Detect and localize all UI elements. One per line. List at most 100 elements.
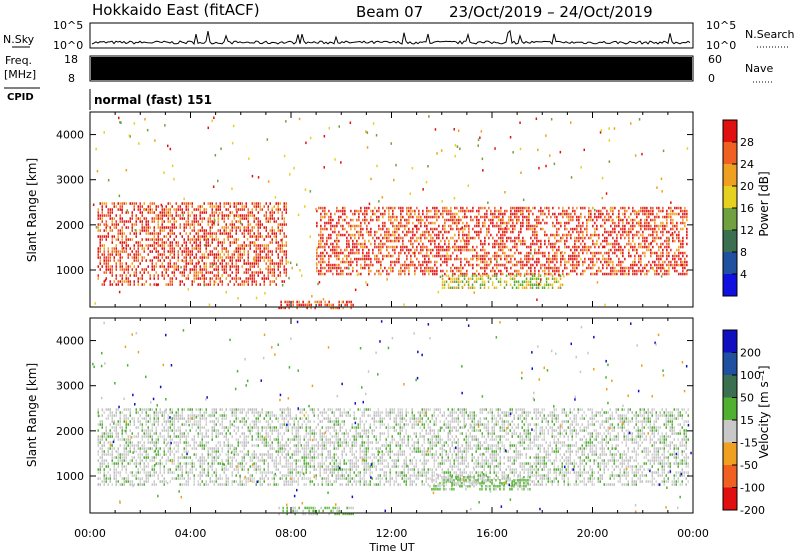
scatter-cell: [644, 227, 646, 231]
scatter-cell: [129, 483, 131, 486]
scatter-cell: [558, 274, 560, 277]
scatter-cell: [215, 277, 217, 280]
scatter-cell: [352, 233, 354, 237]
scatter-cell: [654, 260, 656, 264]
scatter-cell: [494, 269, 496, 273]
scatter-cell: [344, 254, 346, 258]
scatter-cell: [630, 230, 632, 234]
scatter-cell: [245, 214, 247, 217]
scatter-cell: [105, 277, 107, 280]
scatter-cell: [532, 272, 534, 276]
scatter-cell: [129, 480, 131, 483]
scatter-cell: [288, 276, 290, 280]
scatter-cell: [125, 268, 127, 271]
scatter-cell: [279, 229, 281, 232]
scatter-cell: [674, 239, 676, 243]
scatter-cell: [614, 239, 616, 243]
scatter-cell: [145, 480, 147, 483]
scatter-cell: [121, 274, 123, 277]
scatter-cell: [207, 238, 209, 241]
scatter-cell: [472, 263, 474, 267]
scatter-cell: [518, 218, 520, 222]
scatter-cell: [472, 266, 474, 270]
scatter-cell: [420, 251, 422, 255]
scatter-cell: [271, 232, 273, 235]
scatter-cell: [552, 260, 554, 264]
scatter-cell: [101, 435, 103, 438]
scatter-cell: [139, 483, 141, 486]
scatter-cell: [426, 263, 428, 267]
scatter-cell: [99, 238, 101, 241]
scatter-cell: [620, 272, 622, 276]
scatter-cell: [217, 223, 219, 226]
scatter-cell: [596, 260, 598, 264]
scatter-cell: [412, 215, 414, 219]
scatter-cell: [109, 280, 111, 283]
scatter-cell: [247, 220, 249, 223]
scatter-cell: [654, 239, 656, 243]
scatter-cell: [481, 157, 484, 161]
scatter-cell: [456, 248, 458, 252]
scatter-cell: [193, 277, 195, 280]
scatter-cell: [600, 224, 602, 228]
scatter-cell: [264, 292, 266, 295]
scatter-cell: [672, 212, 674, 216]
scatter-cell: [501, 217, 503, 221]
scatter-cell: [478, 230, 480, 234]
scatter-cell: [322, 260, 324, 264]
scatter-cell: [123, 268, 125, 271]
scatter-cell: [193, 238, 195, 241]
scatter-cell: [576, 239, 578, 243]
scatter-cell: [462, 245, 464, 249]
scatter-cell: [634, 260, 636, 264]
scatter-cell: [247, 208, 249, 211]
scatter-cell: [682, 212, 684, 216]
scatter-cell: [658, 215, 660, 219]
scatter-cell: [600, 209, 602, 213]
scatter-cell: [452, 221, 454, 225]
scatter-cell: [604, 257, 606, 261]
scatter-cell: [462, 215, 464, 219]
scatter-cell: [161, 435, 163, 438]
scatter-cell: [472, 272, 474, 276]
scatter-cell: [414, 212, 416, 216]
scatter-cell: [316, 251, 318, 255]
scatter-cell: [259, 259, 261, 262]
scatter-cell: [492, 266, 494, 270]
scatter-cell: [101, 465, 103, 468]
scatter-cell: [121, 477, 123, 480]
scatter-cell: [602, 272, 604, 276]
scatter-cell: [145, 456, 147, 459]
scatter-cell: [157, 256, 159, 259]
scatter-cell: [217, 250, 219, 253]
scatter-cell: [606, 272, 608, 276]
scatter-cell: [519, 121, 521, 124]
scatter-cell: [175, 414, 177, 417]
scatter-cell: [231, 211, 233, 214]
scatter-cell: [457, 274, 460, 277]
scatter-cell: [416, 239, 418, 243]
scatter-cell: [524, 239, 526, 243]
scatter-cell: [452, 218, 454, 222]
scatter-cell: [141, 229, 143, 232]
scatter-cell: [632, 224, 634, 228]
scatter-cell: [137, 208, 139, 211]
scatter-cell: [237, 215, 239, 218]
scatter-cell: [580, 215, 582, 219]
scatter-cell: [616, 215, 618, 219]
scatter-cell: [522, 242, 524, 246]
scatter-cell: [133, 462, 135, 465]
scatter-cell: [156, 283, 158, 287]
scatter-cell: [141, 468, 143, 471]
scatter-cell: [534, 206, 536, 210]
colorbar-tick-label: 8: [740, 246, 747, 259]
scatter-cell: [440, 149, 443, 152]
scatter-cell: [167, 432, 169, 435]
scatter-cell: [266, 138, 269, 141]
colorbar-swatch: [723, 230, 737, 252]
scatter-cell: [181, 235, 183, 238]
scatter-cell: [342, 300, 344, 304]
scatter-cell: [447, 286, 450, 289]
scatter-cell: [544, 239, 546, 243]
scatter-cell: [469, 286, 472, 289]
